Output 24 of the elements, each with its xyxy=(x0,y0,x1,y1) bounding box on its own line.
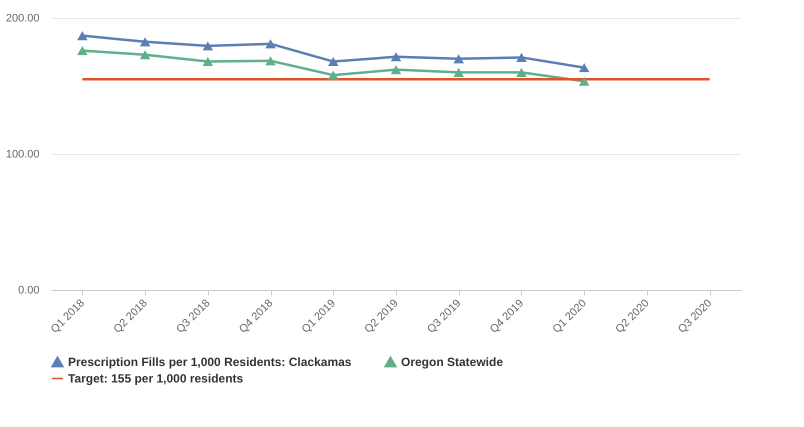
y-tick-label: 200.00 xyxy=(6,12,40,24)
point xyxy=(77,46,88,56)
point xyxy=(202,41,214,50)
point xyxy=(328,56,339,66)
legend-label: Oregon Statewide xyxy=(401,354,504,369)
point xyxy=(140,50,150,60)
point xyxy=(390,52,402,62)
legend-label: Target: 155 per 1,000 residents xyxy=(68,372,244,386)
point xyxy=(140,37,150,46)
point xyxy=(265,39,276,48)
point xyxy=(265,56,276,66)
point xyxy=(390,65,402,74)
point xyxy=(516,68,527,77)
y-tick-label: 0.00 xyxy=(18,284,40,296)
point xyxy=(578,63,590,72)
point xyxy=(328,70,339,80)
point xyxy=(578,76,590,86)
legend-label: Prescription Fills per 1,000 Residents: Clackamas xyxy=(68,354,352,369)
point xyxy=(77,31,88,40)
point xyxy=(453,68,464,77)
point xyxy=(516,52,527,62)
y-tick-label: 100.00 xyxy=(6,148,40,160)
point xyxy=(202,56,214,66)
point xyxy=(453,54,464,64)
